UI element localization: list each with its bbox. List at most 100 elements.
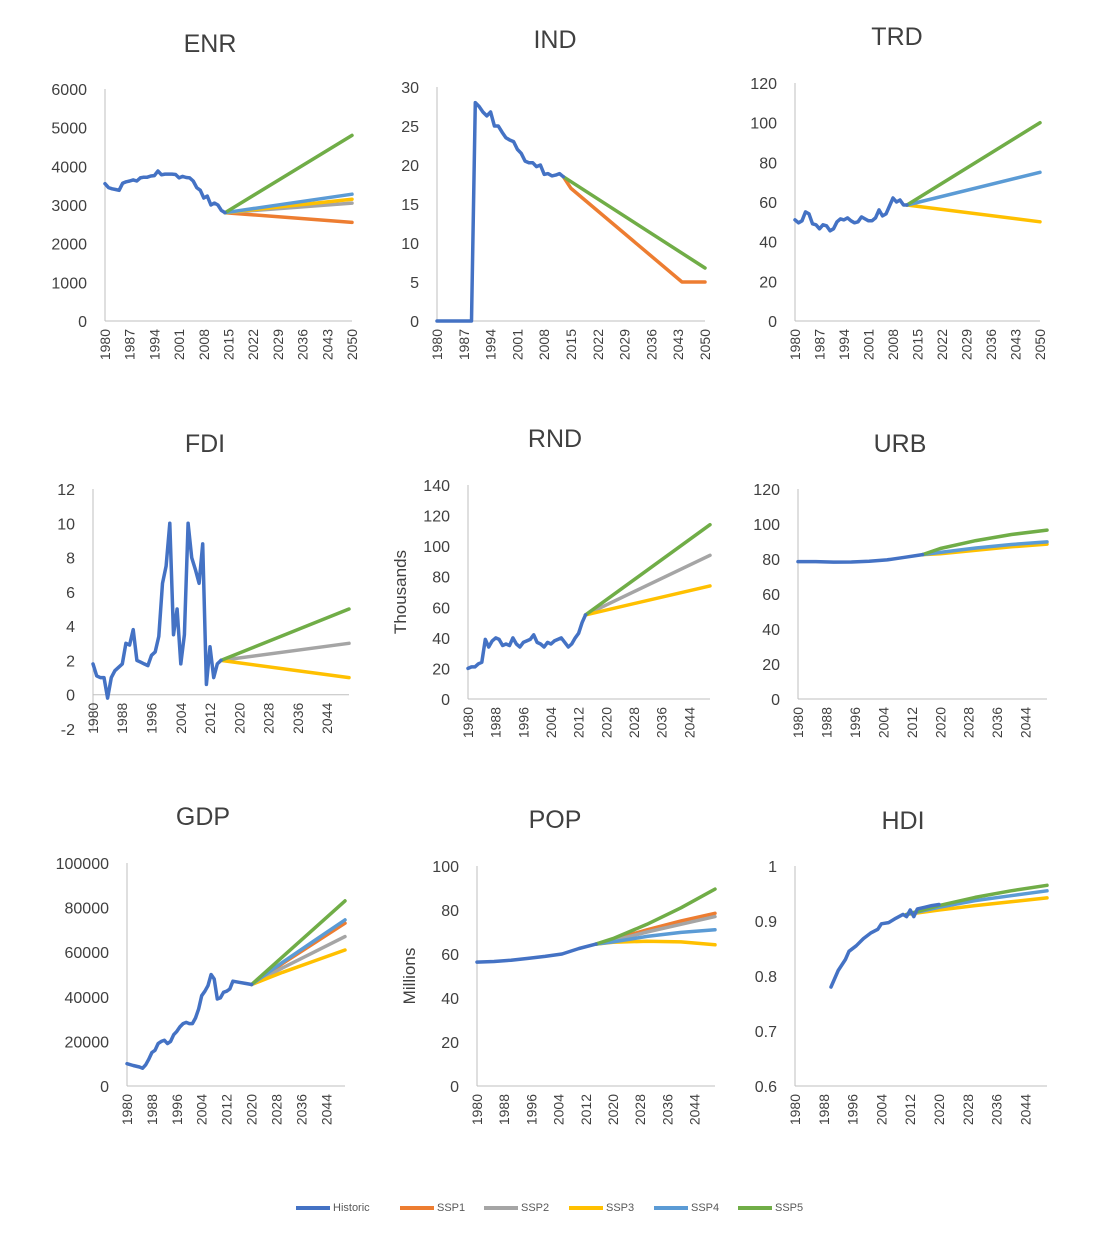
x-tick-label: 1988 [114,703,130,734]
y-tick-label: 80 [432,570,450,587]
x-tick-label: 1988 [488,707,504,738]
x-tick-label: 2012 [578,1094,594,1125]
x-tick-label: 2012 [202,703,218,734]
chart-title: RND [528,425,582,453]
x-tick-label: 2008 [196,329,212,360]
series-line-ssp5 [904,883,1049,917]
chart-panel-gdp: GDP 0 20000 40000 60000 80000 100000 1980 1988 19… [56,803,347,1125]
chart-panel-pop: POP 0 20 40 60 80 100 1980 1988 1996 2004 2012 2020 2… [400,806,717,1125]
legend-swatch-ssp3 [569,1206,603,1210]
x-tick-label: 2028 [961,707,977,738]
legend-label-ssp4: SSP4 [691,1202,720,1214]
y-tick-label: 60 [441,947,459,964]
y-tick-label: 80000 [65,901,110,918]
x-tick-label: 2020 [598,707,614,738]
y-tick-label: 1000 [51,275,87,292]
y-tick-label: 0 [768,314,777,331]
y-tick-label: 0 [78,314,87,331]
x-tick-label: 2044 [1017,1094,1033,1125]
x-tick-label: 2020 [244,1094,260,1125]
y-tick-label: 3000 [51,198,87,215]
y-tick-label: 25 [401,119,419,136]
legend-item-ssp3: SSP3 [569,1195,634,1221]
y-tick-label: 0.7 [755,1024,777,1041]
chart-panel-ind: IND 0 5 10 15 20 25 30 1980 1987 1994 2001 2008 2015 2… [401,26,713,360]
x-tick-label: 1988 [144,1094,160,1125]
y-tick-label: 0.9 [755,914,777,931]
chart-panel-fdi: FDI -2 0 2 4 6 8 10 12 1980 1988 1996 2004 2012 2020 20… [57,430,351,739]
x-tick-label: 2028 [960,1094,976,1125]
y-tick-label: 0.8 [755,969,777,986]
x-tick-label: 2015 [910,329,926,360]
x-tick-label: 1980 [460,707,476,738]
y-tick-label: 0 [410,314,419,331]
legend-label-ssp1: SSP1 [437,1202,466,1214]
series-line-ssp5 [920,528,1049,557]
legend-swatch-ssp2 [484,1206,518,1210]
x-tick-label: 2012 [904,707,920,738]
series-line-historic [91,521,223,700]
y-tick-label: 2 [66,653,75,670]
y-tick-label: 0 [66,688,75,705]
x-tick-label: 2029 [959,329,975,360]
y-tick-label: 10 [57,516,75,533]
series-line-ssp5 [219,607,351,663]
legend-item-ssp5: SSP5 [738,1195,803,1221]
legend-label-ssp5: SSP5 [775,1202,804,1214]
series-line-ssp4 [920,540,1049,557]
chart-title: URB [874,430,927,458]
y-tick-label: 0 [100,1079,109,1096]
x-tick-label: 1980 [787,329,803,360]
x-tick-label: 1980 [787,1094,803,1125]
x-tick-label: 2036 [989,1094,1005,1125]
series-line-ssp5 [249,899,347,987]
x-tick-label: 1996 [847,707,863,738]
x-tick-label: 1988 [496,1094,512,1125]
x-tick-label: 1980 [429,329,445,360]
chart-title: HDI [881,807,924,835]
x-tick-label: 1988 [818,707,834,738]
chart-title: POP [529,806,582,834]
series-line-ssp2 [249,934,347,987]
x-tick-label: 1980 [97,329,113,360]
legend-swatch-historic [296,1206,330,1210]
chart-panel-trd: TRD 0 20 40 60 80 100 120 1980 1987 1994 2001 2008 20… [750,23,1048,360]
x-tick-label: 2036 [654,707,670,738]
series-line-ssp5 [594,887,717,946]
x-tick-label: 1994 [483,329,499,360]
y-tick-label: 6 [66,585,75,602]
y-tick-label: 80 [759,155,777,172]
y-tick-label: 60000 [65,945,110,962]
x-tick-label: 1987 [122,329,138,360]
chart-title: GDP [176,803,230,831]
y-tick-label: 15 [401,197,419,214]
y-tick-label: 120 [750,76,777,93]
x-tick-label: 2028 [268,1094,284,1125]
y-tick-label: 100 [432,859,459,876]
x-tick-label: 2028 [632,1094,648,1125]
chart-legend: Historic SSP1 SSP2 SSP3 SSP4 SSP5 [0,1195,1093,1221]
x-tick-label: 2022 [245,329,261,360]
x-tick-label: 2044 [318,1094,334,1125]
series-line-ssp5 [583,522,712,617]
x-tick-label: 2004 [543,707,559,738]
legend-swatch-ssp4 [654,1206,688,1210]
y-tick-label: 140 [423,478,450,495]
x-tick-label: 2020 [605,1094,621,1125]
y-tick-label: 80 [762,552,780,569]
x-tick-label: 2036 [643,329,659,360]
series-line-ssp3 [583,584,712,617]
x-tick-label: 2050 [697,329,713,360]
series-line-historic [466,613,588,671]
x-tick-label: 2036 [293,1094,309,1125]
x-tick-label: 2020 [932,707,948,738]
series-line-ssp3 [219,658,351,680]
legend-label-ssp2: SSP2 [521,1202,550,1214]
x-tick-label: 1996 [523,1094,539,1125]
x-tick-label: 1987 [456,329,472,360]
x-tick-label: 1987 [812,329,828,360]
series-line-ssp5 [905,120,1042,207]
x-tick-label: 1980 [85,703,101,734]
x-tick-label: 2004 [551,1094,567,1125]
x-tick-label: 1994 [146,329,162,360]
